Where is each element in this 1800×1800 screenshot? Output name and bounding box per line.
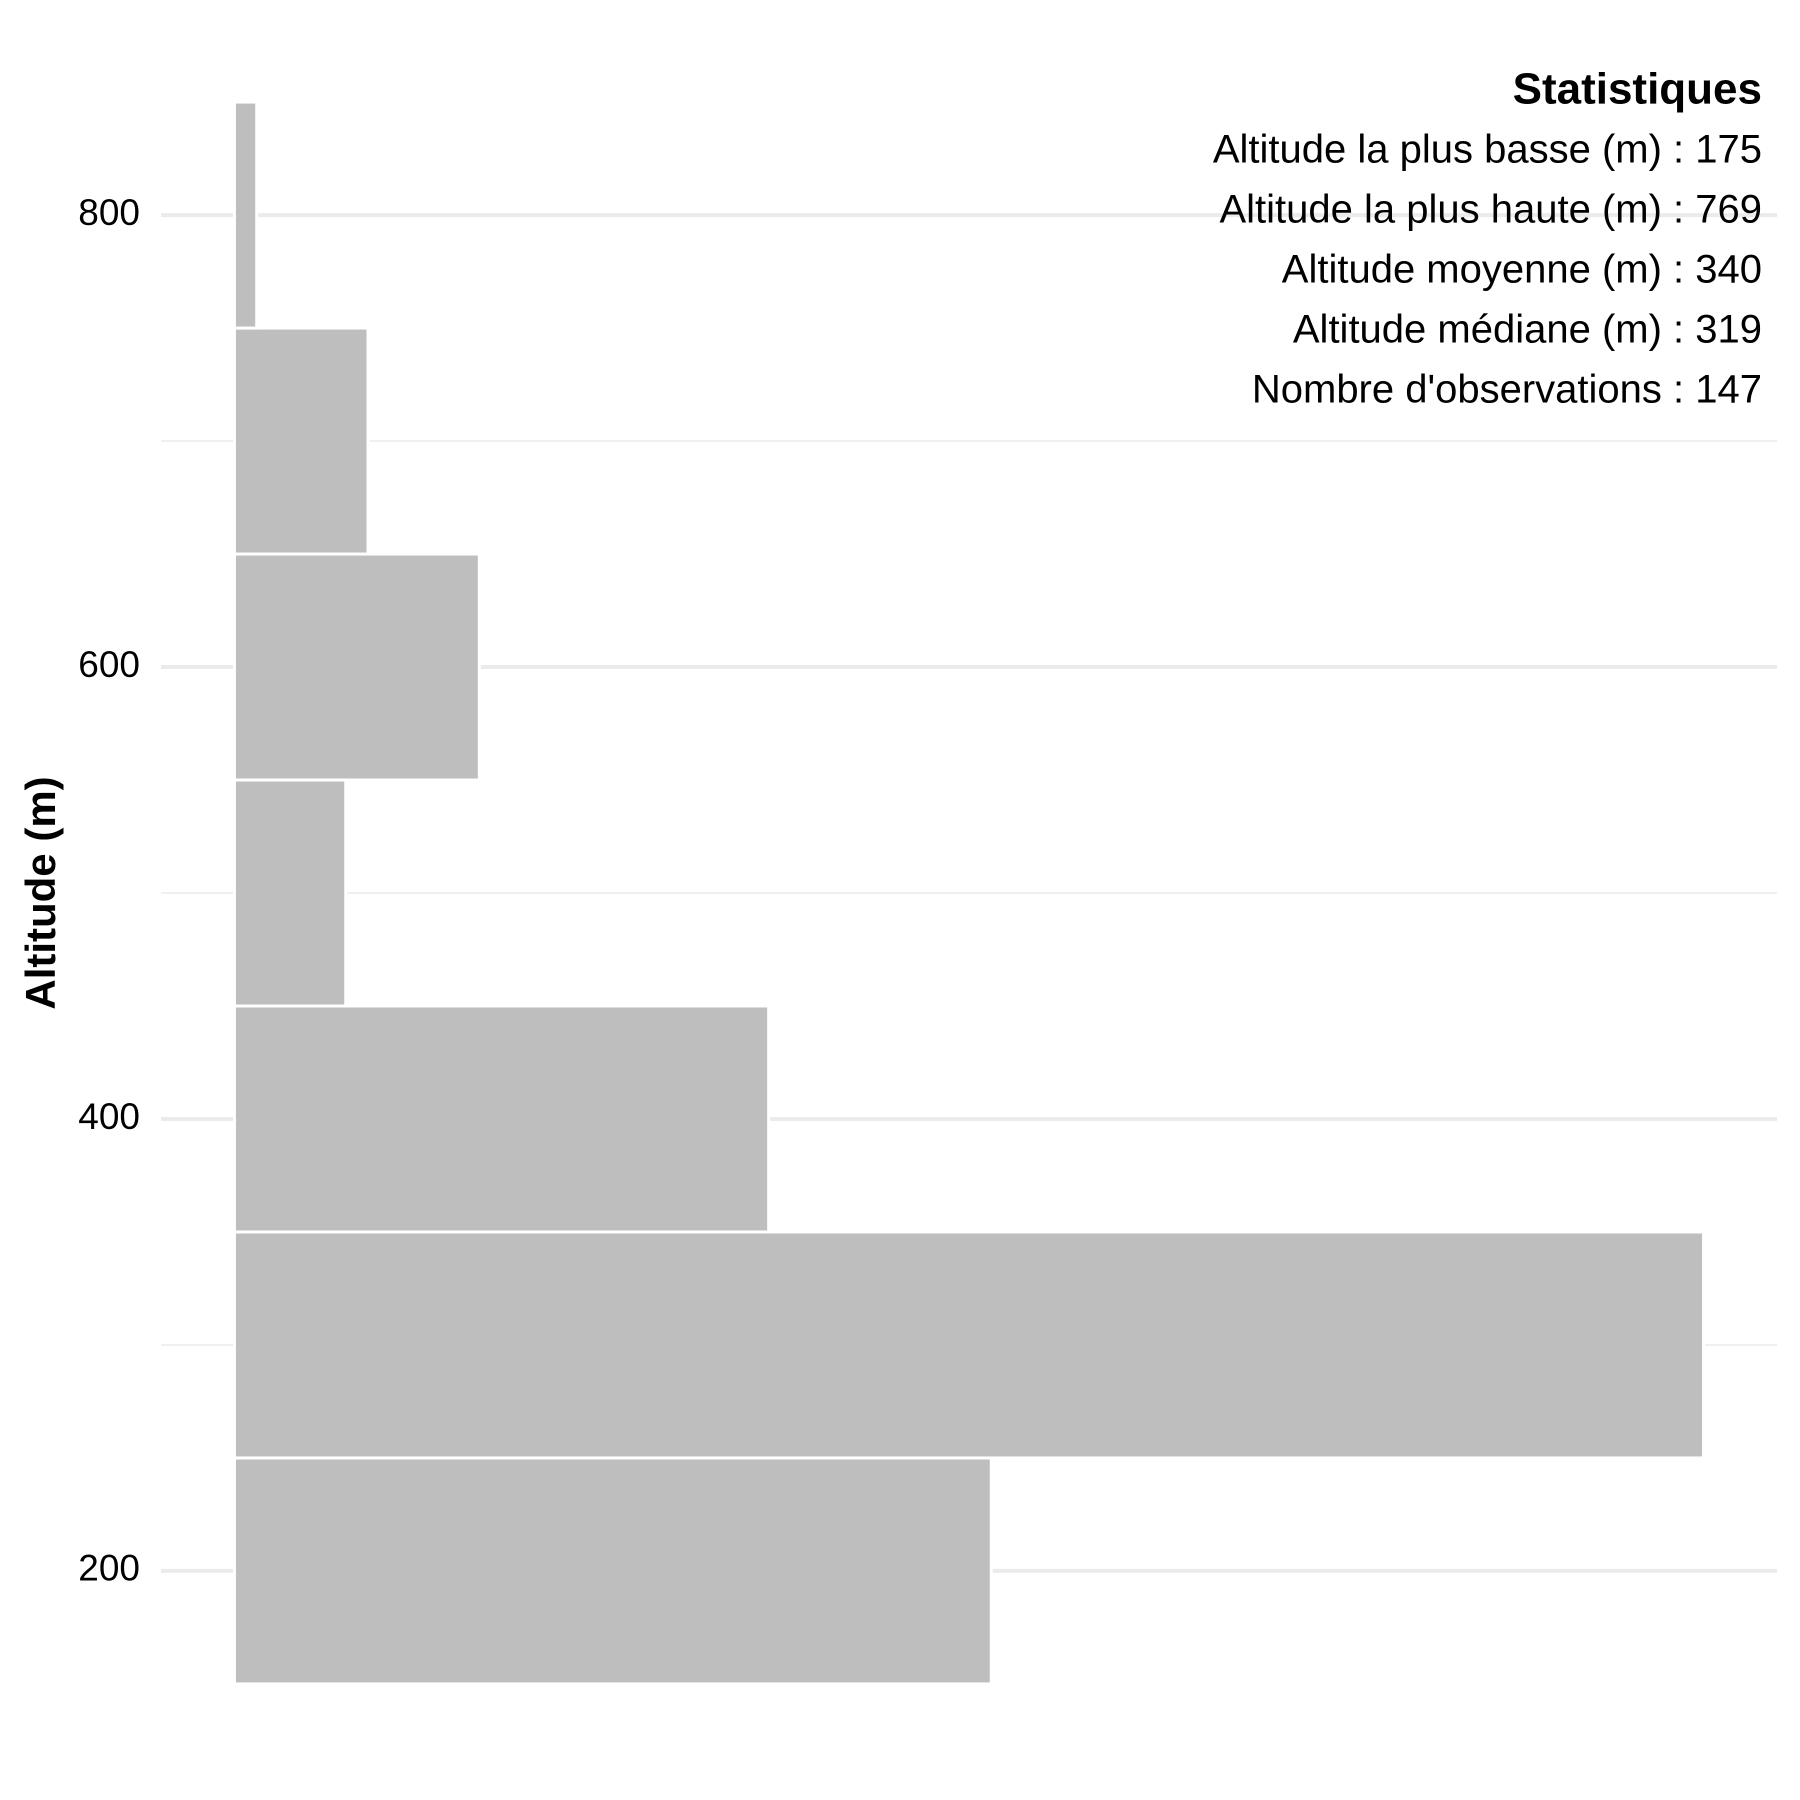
stats-line: Altitude moyenne (m) : 340	[1282, 248, 1762, 292]
stats-title: Statistiques	[1513, 65, 1762, 114]
bar	[232, 552, 481, 782]
stats-line: Altitude médiane (m) : 319	[1293, 308, 1762, 352]
bar	[232, 1004, 771, 1234]
y-tick-label: 400	[78, 1096, 140, 1137]
y-tick-label: 600	[78, 644, 140, 685]
bar	[232, 100, 259, 330]
bar	[232, 1230, 1706, 1460]
stats-line: Nombre d'observations : 147	[1252, 368, 1762, 412]
stats-line: Altitude la plus basse (m) : 175	[1213, 128, 1762, 172]
y-tick-label: 800	[78, 192, 140, 233]
y-axis-title: Altitude (m)	[17, 776, 64, 1009]
stats-line: Altitude la plus haute (m) : 769	[1219, 188, 1762, 232]
y-tick-label: 200	[78, 1548, 140, 1589]
bar	[232, 778, 348, 1008]
bar	[232, 326, 370, 556]
bar	[232, 1456, 993, 1686]
